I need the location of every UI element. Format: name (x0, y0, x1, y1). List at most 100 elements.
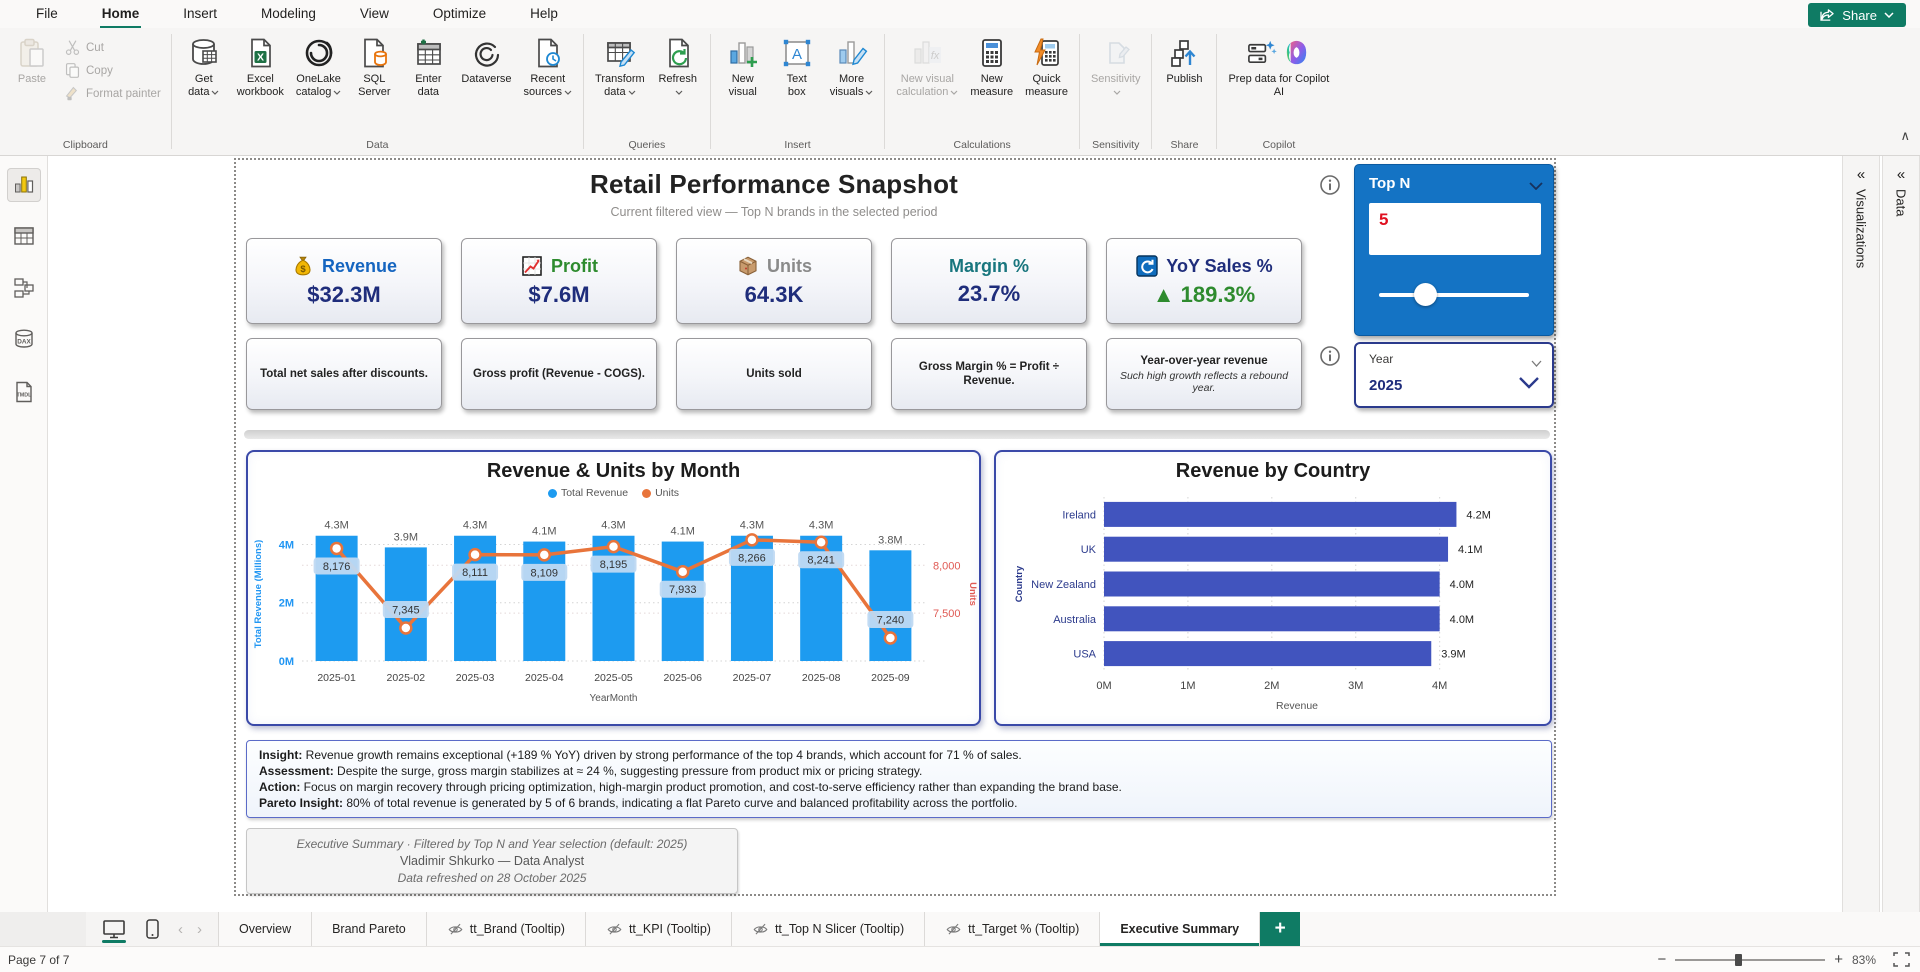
top-n-value-input[interactable] (1369, 203, 1541, 255)
svg-text:8,266: 8,266 (738, 552, 766, 564)
onelake-icon (303, 37, 335, 69)
page-tab-executive-summary[interactable]: Executive Summary (1100, 912, 1260, 946)
kpi-card-revenue[interactable]: $Revenue$32.3M (246, 238, 442, 324)
year-dropdown-chevron-icon[interactable] (1518, 376, 1540, 394)
page-tab-brand-pareto[interactable]: Brand Pareto (312, 912, 427, 946)
expand-panel-icon[interactable]: « (1857, 166, 1865, 183)
page-tab-tt-kpi-tooltip[interactable]: tt_KPI (Tooltip) (586, 912, 732, 946)
sensitivity-button[interactable]: Sensitivity (1086, 32, 1146, 136)
mobile-layout-button[interactable] (138, 915, 166, 943)
country-bar-uk[interactable] (1104, 537, 1448, 562)
kpi-description-yoy-sales[interactable]: Year-over-year revenueSuch high growth r… (1106, 338, 1302, 410)
page-tab-tt-target-tooltip[interactable]: tt_Target % (Tooltip) (925, 912, 1100, 946)
publish-button[interactable]: Publish (1158, 32, 1210, 136)
paste-button[interactable]: Paste (6, 32, 58, 136)
button-label: visuals (830, 86, 874, 99)
previous-page-arrow[interactable]: ‹ (176, 921, 185, 938)
prep-data-for-copilot-ai-button[interactable]: Prep data for CopilotAI (1223, 32, 1334, 136)
revenue-by-country-chart[interactable]: Revenue by Country 0M1M2M3M4MIreland4.2M… (994, 450, 1552, 726)
table-view-button[interactable] (7, 220, 41, 254)
data-panel-collapsed[interactable]: « Data (1882, 156, 1920, 912)
svg-text:Ireland: Ireland (1062, 509, 1096, 521)
zoom-slider[interactable] (1675, 959, 1825, 961)
excel-workbook-button[interactable]: XExcelworkbook (232, 32, 289, 136)
dax-query-view-button[interactable]: DAX (7, 324, 41, 358)
expand-panel-icon[interactable]: « (1897, 166, 1905, 183)
country-bar-new-zealand[interactable] (1104, 572, 1440, 597)
top-n-slicer[interactable]: Top N (1354, 164, 1554, 336)
revenue-bar-2025-06[interactable] (662, 542, 704, 661)
top-n-slider[interactable] (1379, 283, 1529, 307)
country-bar-ireland[interactable] (1104, 502, 1456, 527)
report-view-button[interactable] (7, 168, 41, 202)
new-visual-button[interactable]: Newvisual (717, 32, 769, 136)
page-tab-overview[interactable]: Overview (219, 912, 312, 946)
country-bar-australia[interactable] (1104, 606, 1440, 631)
quick-measure-button[interactable]: Quickmeasure (1020, 32, 1073, 136)
zoom-in-button[interactable]: + (1834, 952, 1843, 967)
kpi-card-units[interactable]: Units64.3K (676, 238, 872, 324)
menu-item-modeling[interactable]: Modeling (241, 2, 336, 27)
tmdl-view-button[interactable]: TMDL (7, 376, 41, 410)
kpi-description-margin[interactable]: Gross Margin % = Profit ÷ Revenue. (891, 338, 1087, 410)
new-measure-button[interactable]: Newmeasure (965, 32, 1018, 136)
new-visual-calculation-button[interactable]: fxNew visualcalculation (891, 32, 963, 136)
country-bar-usa[interactable] (1104, 641, 1431, 666)
zoom-out-button[interactable]: − (1657, 952, 1666, 967)
kpi-description-units[interactable]: Units sold (676, 338, 872, 410)
next-page-arrow[interactable]: › (195, 921, 204, 938)
desktop-layout-button[interactable] (100, 915, 128, 943)
page-tab-tt-brand-tooltip[interactable]: tt_Brand (Tooltip) (427, 912, 586, 946)
text-box-button[interactable]: ATextbox (771, 32, 823, 136)
menu-item-home[interactable]: Home (82, 2, 160, 27)
more-visuals-button[interactable]: Morevisuals (825, 32, 879, 136)
kpi-card-profit[interactable]: Profit$7.6M (461, 238, 657, 324)
cut-button[interactable]: Cut (60, 38, 165, 57)
zoom-slider-handle[interactable] (1735, 954, 1742, 966)
button-label: Sensitivity (1091, 73, 1141, 86)
chevron-down-icon[interactable] (1531, 354, 1542, 372)
new-visual-icon (727, 37, 759, 69)
kpi-description-profit[interactable]: Gross profit (Revenue - COGS). (461, 338, 657, 410)
copy-button[interactable]: Copy (60, 61, 165, 80)
menu-item-optimize[interactable]: Optimize (413, 2, 506, 27)
page-tab-label: tt_Brand (Tooltip) (470, 922, 565, 936)
transform-data-button[interactable]: Transformdata (590, 32, 650, 136)
slider-track[interactable] (1379, 293, 1529, 297)
chevron-down-icon[interactable] (1529, 177, 1543, 195)
format-painter-button[interactable]: Format painter (60, 84, 165, 103)
year-slicer[interactable]: Year 2025 (1354, 342, 1554, 408)
sql-server-button[interactable]: SQLServer (348, 32, 400, 136)
collapse-ribbon-icon[interactable]: ∧ (1900, 128, 1910, 144)
kpi-description-revenue[interactable]: Total net sales after discounts. (246, 338, 442, 410)
menu-item-view[interactable]: View (340, 2, 409, 27)
share-button[interactable]: Share (1808, 3, 1906, 27)
visual-calc-icon: fx (911, 37, 943, 69)
menu-item-insert[interactable]: Insert (163, 2, 237, 27)
menu-item-help[interactable]: Help (510, 2, 578, 27)
chevron-down-icon (865, 90, 873, 95)
legend-item-total-revenue: Total Revenue (548, 487, 628, 499)
report-view-icon (12, 172, 36, 199)
info-icon[interactable] (1319, 174, 1341, 196)
enter-data-button[interactable]: Enterdata (402, 32, 454, 136)
onelake-catalog-button[interactable]: OneLakecatalog (291, 32, 346, 136)
quick-measure-icon (1031, 37, 1063, 69)
recent-sources-button[interactable]: Recentsources (518, 32, 577, 136)
revenue-bar-2025-05[interactable] (593, 536, 635, 661)
slider-handle[interactable] (1414, 283, 1437, 306)
visualizations-panel-collapsed[interactable]: « Visualizations (1842, 156, 1880, 912)
info-icon[interactable] (1319, 345, 1341, 367)
menu-item-file[interactable]: File (16, 2, 78, 27)
refresh-button[interactable]: Refresh (652, 32, 704, 136)
model-view-button[interactable] (7, 272, 41, 306)
kpi-card-yoy-sales[interactable]: YoY Sales %▲ 189.3% (1106, 238, 1302, 324)
fit-to-page-icon[interactable] (1893, 952, 1910, 967)
revenue-units-by-month-chart[interactable]: Revenue & Units by Month Total RevenueUn… (246, 450, 981, 726)
page-tab-tt-top-n-slicer-tooltip[interactable]: tt_Top N Slicer (Tooltip) (732, 912, 925, 946)
dataverse-button[interactable]: Dataverse (456, 32, 516, 136)
kpi-card-margin[interactable]: Margin %23.7% (891, 238, 1087, 324)
get-data-button[interactable]: Getdata (178, 32, 230, 136)
kpi-description-text: Total net sales after discounts. (260, 367, 428, 381)
add-page-button[interactable]: + (1260, 912, 1300, 946)
